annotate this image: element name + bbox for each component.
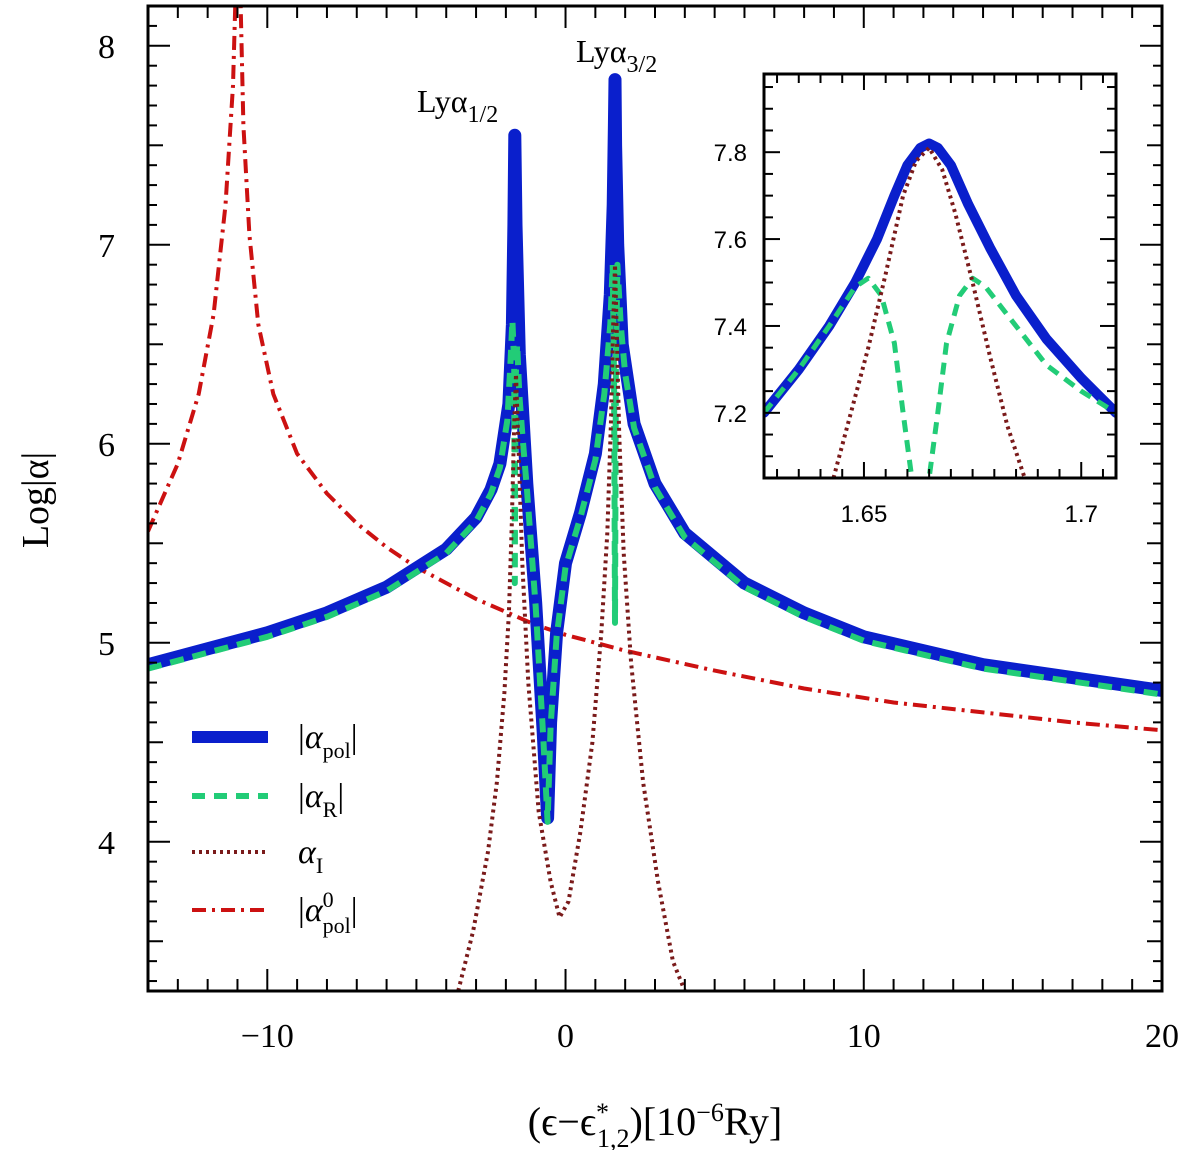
inset-y-tick-label: 7.2: [714, 401, 747, 428]
legend: |αpol| |αR| αI |α0 pol|: [192, 719, 358, 938]
peak-labels: Lyα1/2 Lyα3/2: [417, 33, 657, 128]
legend-label-I: αI: [298, 834, 323, 878]
y-tick-label: 7: [98, 228, 115, 265]
y-tick-label: 6: [98, 427, 115, 464]
series-line-pol: [148, 73, 1162, 825]
inset-y-tick-label: 7.6: [714, 227, 747, 254]
y-axis-label: Log|α|: [15, 452, 57, 548]
legend-label-pol0: |α0 pol|: [298, 887, 358, 938]
y-tick-label: 4: [98, 825, 115, 862]
inset-plot-series: [764, 138, 1116, 478]
x-tick-label: 10: [847, 1018, 881, 1055]
x-tick-label: 20: [1145, 1018, 1179, 1055]
x-tick-label: 0: [557, 1018, 574, 1055]
series-line-pol0: [148, 6, 1162, 733]
inset-x-tick-label: 1.65: [841, 501, 888, 528]
inset-plot-frame: [762, 72, 1118, 480]
inset-y-tick-label: 7.4: [714, 314, 747, 341]
peak-label: Lyα3/2: [576, 33, 657, 78]
x-tick-label: −10: [241, 1018, 294, 1055]
main-plot-frame: [146, 4, 1164, 993]
series-line-R: [148, 261, 1162, 825]
main-plot-series: [148, 6, 1162, 991]
y-tick-label: 5: [98, 626, 115, 663]
inset-y-tick-label: 7.8: [714, 140, 747, 167]
x-axis-label: (ϵ−ϵ* 1,2)[10−6Ry]: [528, 1098, 782, 1150]
inset-series-line-R: [764, 275, 1116, 478]
legend-label-R: |αR|: [298, 778, 344, 822]
y-tick-label: 8: [98, 29, 115, 66]
inset-background: [764, 74, 1116, 478]
inset-plot: 1.65 1.7 7.2 7.4 7.6 7.8: [714, 72, 1118, 528]
inset-x-tick-label: 1.7: [1065, 501, 1098, 528]
inset-series-line-I: [831, 145, 1027, 478]
legend-label-pol: |αpol|: [298, 719, 358, 763]
peak-label: Lyα1/2: [417, 83, 498, 128]
series-line-I: [456, 262, 687, 991]
